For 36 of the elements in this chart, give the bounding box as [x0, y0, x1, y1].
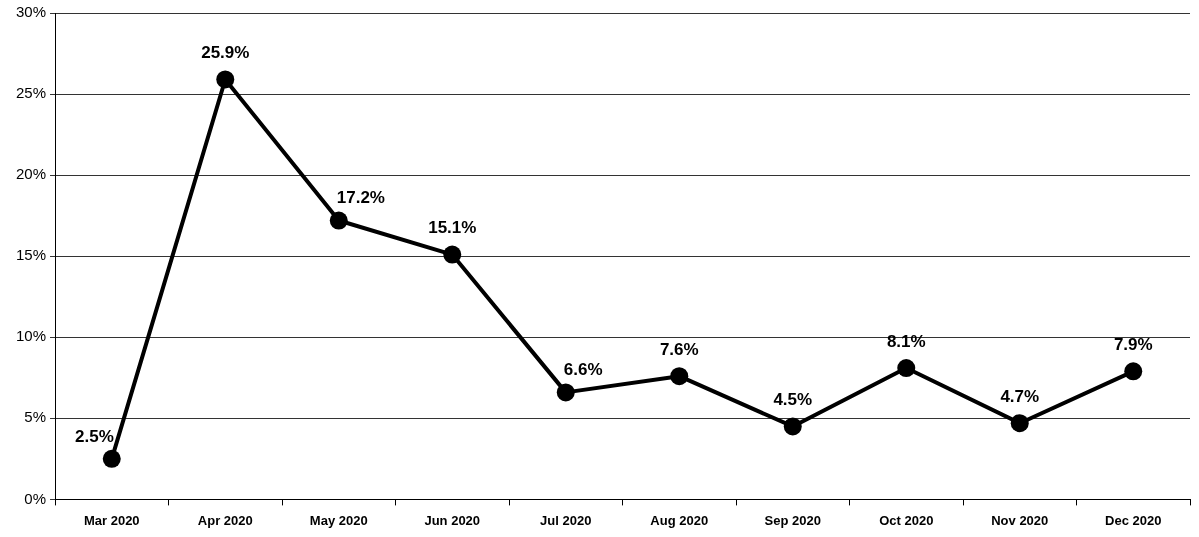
- point: [783, 417, 802, 436]
- data-label: 4.7%: [1000, 386, 1040, 406]
- y-tick-label: 10%: [15, 327, 47, 345]
- x-tick-label: Aug 2020: [650, 512, 709, 528]
- point: [556, 383, 575, 402]
- y-tick-label: 20%: [15, 165, 47, 183]
- data-label: 25.9%: [201, 43, 250, 63]
- y-tick-label: 30%: [15, 3, 47, 21]
- y-tick-label: 0%: [24, 489, 47, 507]
- x-tick-label: Dec 2020: [1105, 512, 1162, 528]
- point: [443, 245, 462, 264]
- data-label: 7.9%: [1113, 335, 1153, 354]
- point: [670, 367, 689, 386]
- point: [897, 359, 916, 378]
- data-label: 7.6%: [659, 339, 699, 359]
- data-label: 6.6%: [563, 360, 603, 380]
- point: [216, 70, 235, 89]
- point: [1010, 414, 1029, 433]
- y-tick-label: 15%: [15, 246, 47, 264]
- data-label: 15.1%: [428, 218, 477, 238]
- point: [329, 211, 348, 230]
- x-tick-label: Nov 2020: [991, 512, 1049, 528]
- x-tick-label: Oct 2020: [879, 512, 934, 528]
- x-tick-label: Apr 2020: [197, 512, 253, 528]
- y-tick-label: 5%: [24, 408, 47, 426]
- point: [102, 449, 121, 468]
- x-tick-label: Jun 2020: [424, 512, 481, 528]
- data-label: 4.5%: [773, 390, 813, 410]
- x-tick-label: Mar 2020: [83, 512, 140, 528]
- point: [1124, 362, 1143, 381]
- x-tick-label: Sep 2020: [764, 512, 821, 528]
- y-tick-label: 25%: [15, 84, 47, 102]
- data-label: 2.5%: [75, 426, 114, 446]
- data-label: 17.2%: [336, 188, 385, 208]
- x-tick-label: Jul 2020: [540, 512, 592, 528]
- x-tick-label: May 2020: [309, 512, 368, 528]
